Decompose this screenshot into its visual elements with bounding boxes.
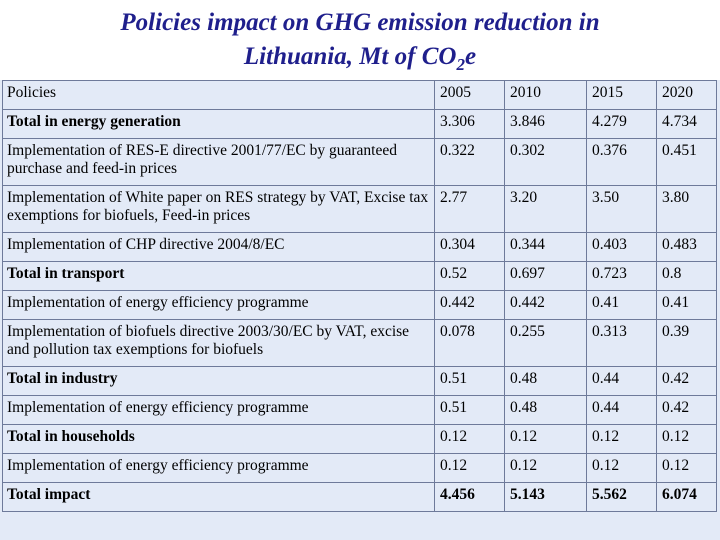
cell-value: 6.074 bbox=[656, 482, 717, 512]
cell-value: 0.12 bbox=[656, 424, 717, 454]
cell-value: 0.451 bbox=[656, 138, 717, 186]
cell-value: 4.456 bbox=[434, 482, 505, 512]
table-header-row: Policies 2005 2010 2015 2020 bbox=[2, 80, 717, 110]
cell-value: 0.12 bbox=[504, 424, 587, 454]
cell-value: 0.255 bbox=[504, 319, 587, 367]
table-row: Implementation of RES-E directive 2001/7… bbox=[2, 138, 717, 186]
cell-value: 5.562 bbox=[586, 482, 657, 512]
row-label: Implementation of biofuels directive 200… bbox=[2, 319, 435, 367]
row-label: Total in energy generation bbox=[2, 109, 435, 139]
cell-value: 0.41 bbox=[586, 290, 657, 320]
row-label: Total in households bbox=[2, 424, 435, 454]
row-label: Implementation of RES-E directive 2001/7… bbox=[2, 138, 435, 186]
row-label: Total in industry bbox=[2, 366, 435, 396]
row-label: Implementation of CHP directive 2004/8/E… bbox=[2, 232, 435, 262]
header-cell-2020: 2020 bbox=[656, 80, 717, 110]
cell-value: 0.48 bbox=[504, 366, 587, 396]
cell-value: 0.12 bbox=[434, 424, 505, 454]
cell-value: 0.403 bbox=[586, 232, 657, 262]
row-label: Implementation of energy efficiency prog… bbox=[2, 290, 435, 320]
table-row: Implementation of energy efficiency prog… bbox=[2, 395, 717, 425]
cell-value: 0.304 bbox=[434, 232, 505, 262]
table-row: Total in energy generation 3.306 3.846 4… bbox=[2, 109, 717, 139]
cell-value: 0.376 bbox=[586, 138, 657, 186]
cell-value: 0.12 bbox=[434, 453, 505, 483]
cell-value: 0.078 bbox=[434, 319, 505, 367]
title-suffix: e bbox=[464, 43, 477, 70]
cell-value: 0.442 bbox=[434, 290, 505, 320]
row-label: Total in transport bbox=[2, 261, 435, 291]
cell-value: 3.306 bbox=[434, 109, 505, 139]
table-row: Implementation of energy efficiency prog… bbox=[2, 290, 717, 320]
table-row: Implementation of biofuels directive 200… bbox=[2, 319, 717, 367]
cell-value: 0.483 bbox=[656, 232, 717, 262]
table-row: Total in households 0.12 0.12 0.12 0.12 bbox=[2, 424, 717, 454]
cell-value: 2.77 bbox=[434, 185, 505, 233]
cell-value: 4.279 bbox=[586, 109, 657, 139]
cell-value: 3.20 bbox=[504, 185, 587, 233]
table-row: Total in industry 0.51 0.48 0.44 0.42 bbox=[2, 366, 717, 396]
header-cell-policies: Policies bbox=[2, 80, 435, 110]
cell-value: 4.734 bbox=[656, 109, 717, 139]
cell-value: 0.12 bbox=[656, 453, 717, 483]
row-label: Implementation of energy efficiency prog… bbox=[2, 453, 435, 483]
table-container: Policies 2005 2010 2015 2020 Total in en… bbox=[0, 80, 720, 540]
title-line2: Lithuania, Mt of CO2e bbox=[243, 43, 477, 74]
cell-value: 0.41 bbox=[656, 290, 717, 320]
cell-value: 5.143 bbox=[504, 482, 587, 512]
cell-value: 3.50 bbox=[586, 185, 657, 233]
table-row: Implementation of energy efficiency prog… bbox=[2, 453, 717, 483]
cell-value: 0.302 bbox=[504, 138, 587, 186]
cell-value: 0.12 bbox=[586, 453, 657, 483]
cell-value: 0.322 bbox=[434, 138, 505, 186]
cell-value: 0.344 bbox=[504, 232, 587, 262]
cell-value: 3.846 bbox=[504, 109, 587, 139]
policies-table: Policies 2005 2010 2015 2020 Total in en… bbox=[2, 80, 717, 512]
title-subscript: 2 bbox=[456, 55, 465, 74]
table-row-total-impact: Total impact 4.456 5.143 5.562 6.074 bbox=[2, 482, 717, 512]
cell-value: 0.12 bbox=[586, 424, 657, 454]
row-label: Implementation of White paper on RES str… bbox=[2, 185, 435, 233]
cell-value: 0.42 bbox=[656, 366, 717, 396]
cell-value: 0.44 bbox=[586, 395, 657, 425]
cell-value: 0.51 bbox=[434, 395, 505, 425]
cell-value: 0.42 bbox=[656, 395, 717, 425]
table-row: Total in transport 0.52 0.697 0.723 0.8 bbox=[2, 261, 717, 291]
header-cell-2010: 2010 bbox=[504, 80, 587, 110]
cell-value: 0.697 bbox=[504, 261, 587, 291]
header-cell-2015: 2015 bbox=[586, 80, 657, 110]
cell-value: 0.8 bbox=[656, 261, 717, 291]
row-label: Implementation of energy efficiency prog… bbox=[2, 395, 435, 425]
cell-value: 0.51 bbox=[434, 366, 505, 396]
cell-value: 0.12 bbox=[504, 453, 587, 483]
title-line2-text: Lithuania, Mt of CO bbox=[243, 43, 457, 70]
title-line1: Policies impact on GHG emission reductio… bbox=[120, 9, 600, 36]
cell-value: 0.39 bbox=[656, 319, 717, 367]
cell-value: 0.313 bbox=[586, 319, 657, 367]
cell-value: 0.723 bbox=[586, 261, 657, 291]
table-row: Implementation of CHP directive 2004/8/E… bbox=[2, 232, 717, 262]
cell-value: 3.80 bbox=[656, 185, 717, 233]
page-title: Policies impact on GHG emission reductio… bbox=[0, 6, 720, 76]
cell-value: 0.44 bbox=[586, 366, 657, 396]
table-row: Implementation of White paper on RES str… bbox=[2, 185, 717, 233]
cell-value: 0.52 bbox=[434, 261, 505, 291]
cell-value: 0.442 bbox=[504, 290, 587, 320]
row-label: Total impact bbox=[2, 482, 435, 512]
header-cell-2005: 2005 bbox=[434, 80, 505, 110]
cell-value: 0.48 bbox=[504, 395, 587, 425]
